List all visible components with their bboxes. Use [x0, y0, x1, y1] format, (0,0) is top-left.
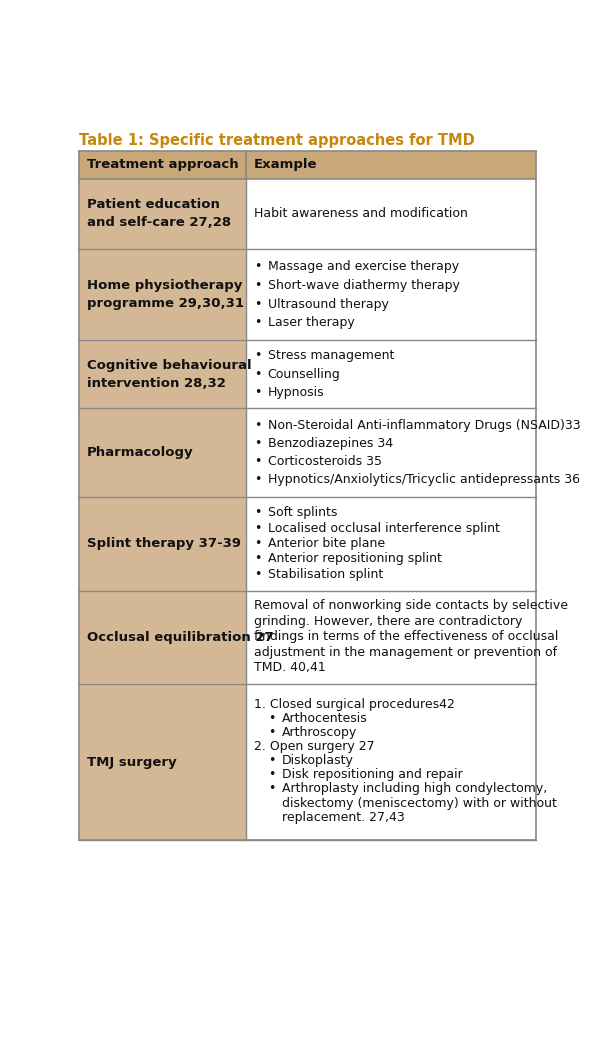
Text: findings in terms of the effectiveness of occlusal: findings in terms of the effectiveness o… [254, 630, 559, 644]
Text: •: • [254, 349, 262, 362]
Text: Counselling: Counselling [268, 367, 340, 381]
Text: Disk repositioning and repair: Disk repositioning and repair [281, 768, 462, 782]
Text: •: • [268, 726, 276, 740]
Text: Stabilisation splint: Stabilisation splint [268, 568, 383, 581]
Text: Cognitive behavioural
intervention 28,32: Cognitive behavioural intervention 28,32 [87, 359, 251, 389]
Text: Stress management: Stress management [268, 349, 394, 362]
Bar [79, 341, 246, 408]
Text: Anterior repositioning splint: Anterior repositioning splint [268, 553, 442, 565]
Text: Home physiotherapy
programme 29,30,31: Home physiotherapy programme 29,30,31 [87, 280, 244, 310]
Text: •: • [254, 473, 262, 486]
Text: •: • [254, 568, 262, 581]
Text: Short-wave diathermy therapy: Short-wave diathermy therapy [268, 279, 460, 292]
Text: Arthroplasty including high condylectomy,: Arthroplasty including high condylectomy… [281, 783, 547, 795]
Text: 1. Closed surgical procedures42: 1. Closed surgical procedures42 [254, 698, 455, 711]
Bar [246, 249, 536, 341]
Text: •: • [268, 712, 276, 725]
Text: •: • [254, 386, 262, 399]
Bar [79, 685, 246, 840]
Bar [246, 685, 536, 840]
Bar [79, 249, 246, 341]
Bar [79, 497, 246, 591]
Text: adjustment in the management or prevention of: adjustment in the management or preventi… [254, 646, 557, 658]
Text: Massage and exercise therapy: Massage and exercise therapy [268, 261, 459, 273]
Text: Benzodiazepines 34: Benzodiazepines 34 [268, 437, 393, 449]
Text: •: • [254, 455, 262, 467]
Bar [79, 178, 246, 249]
Text: •: • [254, 506, 262, 519]
Text: replacement. 27,43: replacement. 27,43 [281, 810, 404, 824]
Text: Patient education
and self-care 27,28: Patient education and self-care 27,28 [87, 198, 231, 230]
Text: Laser therapy: Laser therapy [268, 316, 355, 329]
Bar [79, 408, 246, 497]
Text: TMD. 40,41: TMD. 40,41 [254, 661, 326, 674]
Text: TMJ surgery: TMJ surgery [87, 755, 176, 769]
Text: Corticosteroids 35: Corticosteroids 35 [268, 455, 382, 467]
Text: Table 1: Specific treatment approaches for TMD: Table 1: Specific treatment approaches f… [79, 133, 475, 148]
Text: •: • [254, 316, 262, 329]
Text: Habit awareness and modification: Habit awareness and modification [254, 208, 468, 220]
Text: Arthocentesis: Arthocentesis [281, 712, 367, 725]
Text: diskectomy (meniscectomy) with or without: diskectomy (meniscectomy) with or withou… [281, 797, 556, 809]
Text: •: • [254, 553, 262, 565]
Text: grinding. However, there are contradictory: grinding. However, there are contradicto… [254, 615, 523, 628]
Text: Anterior bite plane: Anterior bite plane [268, 537, 385, 550]
Text: •: • [268, 768, 276, 782]
Bar [246, 178, 536, 249]
Text: Hypnotics/Anxiolytics/Tricyclic antidepressants 36: Hypnotics/Anxiolytics/Tricyclic antidepr… [268, 473, 580, 486]
Text: •: • [254, 261, 262, 273]
Text: Arthroscopy: Arthroscopy [281, 726, 357, 740]
Bar [246, 341, 536, 408]
Text: •: • [254, 279, 262, 292]
Text: Diskoplasty: Diskoplasty [281, 754, 353, 767]
Text: 2. Open surgery 27: 2. Open surgery 27 [254, 741, 375, 753]
Bar [246, 591, 536, 685]
Text: •: • [254, 521, 262, 535]
Bar [79, 591, 246, 685]
Text: Splint therapy 37-39: Splint therapy 37-39 [87, 537, 241, 550]
Text: Treatment approach: Treatment approach [87, 158, 239, 171]
Text: Removal of nonworking side contacts by selective: Removal of nonworking side contacts by s… [254, 599, 568, 612]
Text: •: • [254, 437, 262, 449]
Text: •: • [254, 367, 262, 381]
Text: Soft splints: Soft splints [268, 506, 337, 519]
Text: Hypnosis: Hypnosis [268, 386, 324, 399]
Bar [246, 497, 536, 591]
Text: •: • [254, 298, 262, 310]
Text: Pharmacology: Pharmacology [87, 446, 194, 459]
Text: Example: Example [254, 158, 317, 171]
Text: Non-Steroidal Anti-inflammatory Drugs (NSAID)33: Non-Steroidal Anti-inflammatory Drugs (N… [268, 419, 580, 431]
Text: •: • [268, 783, 276, 795]
Text: •: • [268, 754, 276, 767]
Bar [79, 151, 536, 178]
Text: Localised occlusal interference splint: Localised occlusal interference splint [268, 521, 499, 535]
Text: •: • [254, 537, 262, 550]
Text: Occlusal equilibration 27: Occlusal equilibration 27 [87, 631, 274, 644]
Bar [246, 408, 536, 497]
Text: •: • [254, 419, 262, 431]
Text: Ultrasound therapy: Ultrasound therapy [268, 298, 388, 310]
